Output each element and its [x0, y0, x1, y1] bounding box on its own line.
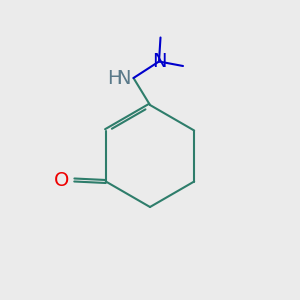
Text: O: O — [54, 170, 69, 190]
Text: H: H — [107, 68, 122, 88]
Text: N: N — [117, 68, 131, 88]
Text: N: N — [152, 52, 166, 71]
